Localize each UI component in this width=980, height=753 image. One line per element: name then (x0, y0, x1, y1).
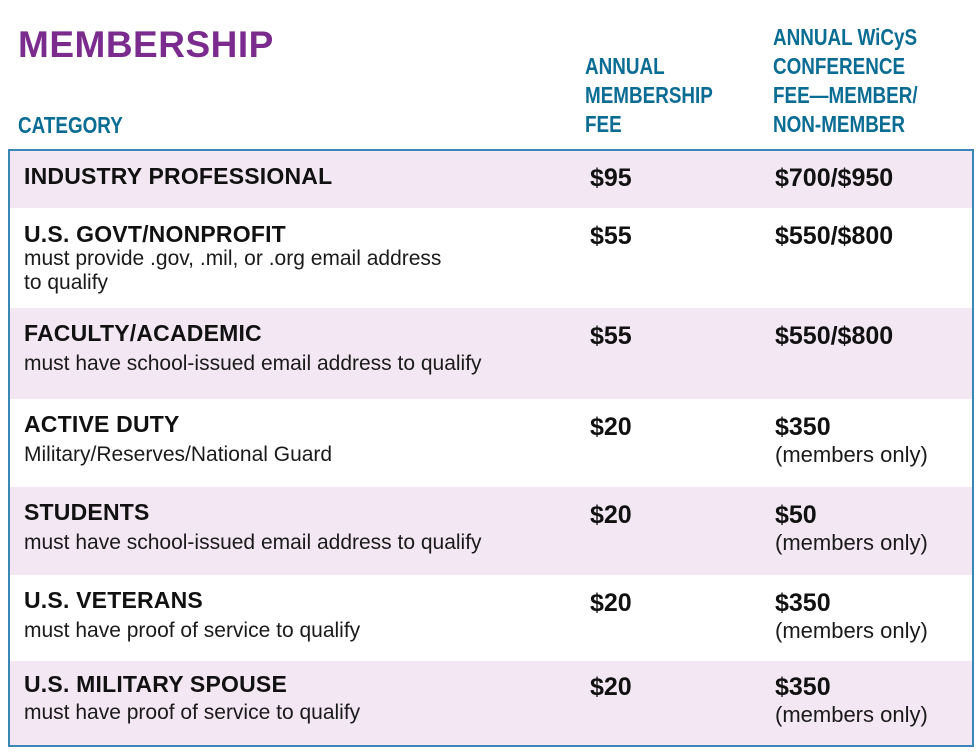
column-header-line: MEMBERSHIP (585, 82, 713, 108)
column-header-conference-fee: ANNUAL WiCyS CONFERENCE FEE—MEMBER/ NON-… (773, 23, 918, 139)
category-cell: ACTIVE DUTY Military/Reserves/National G… (24, 411, 584, 467)
conference-fee: $350 (775, 673, 831, 701)
page-title: MEMBERSHIP (18, 24, 274, 65)
category-note-line: must provide .gov, .mil, or .org email a… (24, 247, 442, 270)
table-row: U.S. GOVT/NONPROFIT must provide .gov, .… (10, 208, 972, 308)
column-header-membership-fee: ANNUAL MEMBERSHIP FEE (585, 52, 713, 139)
category-note: must have school-issued email address to… (24, 352, 482, 375)
conference-fee-note: (members only) (775, 618, 928, 643)
conference-fee-cell: $550/$800 (775, 322, 893, 350)
category-note: must have proof of service to qualify (24, 619, 361, 642)
category-note: must have school-issued email address to… (24, 531, 482, 554)
category-cell: STUDENTS must have school-issued email a… (24, 499, 584, 555)
column-header-line: CATEGORY (18, 112, 123, 138)
conference-fee-cell: $50 (members only) (775, 501, 928, 557)
table-row: FACULTY/ACADEMIC must have school-issued… (10, 308, 972, 399)
column-header-line: ANNUAL WiCyS (773, 24, 918, 50)
conference-fee-note: (members only) (775, 702, 928, 727)
column-header-line: NON-MEMBER (773, 111, 906, 137)
conference-fee: $550/$800 (775, 222, 894, 250)
conference-fee: $550/$800 (775, 322, 894, 350)
membership-table: INDUSTRY PROFESSIONAL $95 $700/$950 U.S.… (8, 149, 974, 747)
table-row: U.S. VETERANS must have proof of service… (10, 575, 972, 661)
table-row: U.S. MILITARY SPOUSE must have proof of … (10, 661, 972, 745)
category-name: STUDENTS (24, 499, 150, 525)
membership-fee: $55 (590, 322, 632, 350)
membership-fee: $20 (590, 413, 632, 441)
category-cell: U.S. GOVT/NONPROFIT must provide .gov, .… (24, 221, 584, 295)
conference-fee: $350 (775, 413, 831, 441)
category-cell: U.S. MILITARY SPOUSE must have proof of … (24, 671, 584, 725)
conference-fee-cell: $350 (members only) (775, 413, 928, 469)
column-header-category: CATEGORY (18, 111, 123, 140)
table-row: INDUSTRY PROFESSIONAL $95 $700/$950 (10, 151, 972, 208)
membership-fee: $20 (590, 673, 632, 701)
conference-fee-cell: $550/$800 (775, 222, 893, 250)
column-header-line: FEE (585, 111, 622, 137)
membership-fee: $20 (590, 589, 632, 617)
category-name: U.S. VETERANS (24, 587, 203, 613)
column-header-line: ANNUAL (585, 53, 665, 79)
category-note: must provide .gov, .mil, or .org email a… (24, 247, 584, 295)
category-note: Military/Reserves/National Guard (24, 443, 333, 466)
category-note-line: to qualify (24, 271, 109, 294)
membership-fee: $20 (590, 501, 632, 529)
category-name: FACULTY/ACADEMIC (24, 320, 262, 346)
category-name: U.S. GOVT/NONPROFIT (24, 221, 286, 247)
category-cell: INDUSTRY PROFESSIONAL (24, 163, 584, 189)
membership-fee: $95 (590, 164, 632, 192)
category-name: U.S. MILITARY SPOUSE (24, 671, 287, 697)
category-note: must have proof of service to qualify (24, 701, 361, 724)
membership-fee: $55 (590, 222, 632, 250)
table-row: STUDENTS must have school-issued email a… (10, 487, 972, 575)
conference-fee: $700/$950 (775, 164, 894, 192)
category-cell: U.S. VETERANS must have proof of service… (24, 587, 584, 643)
category-name: ACTIVE DUTY (24, 411, 180, 437)
column-header-line: CONFERENCE (773, 53, 906, 79)
conference-fee: $350 (775, 589, 831, 617)
table-row: ACTIVE DUTY Military/Reserves/National G… (10, 399, 972, 487)
conference-fee-cell: $350 (members only) (775, 589, 928, 645)
conference-fee: $50 (775, 501, 817, 529)
conference-fee-cell: $350 (members only) (775, 673, 928, 729)
conference-fee-cell: $700/$950 (775, 164, 893, 192)
category-cell: FACULTY/ACADEMIC must have school-issued… (24, 320, 584, 376)
column-header-line: FEE—MEMBER/ (773, 82, 918, 108)
conference-fee-note: (members only) (775, 442, 928, 467)
category-name: INDUSTRY PROFESSIONAL (24, 163, 333, 189)
conference-fee-note: (members only) (775, 530, 928, 555)
